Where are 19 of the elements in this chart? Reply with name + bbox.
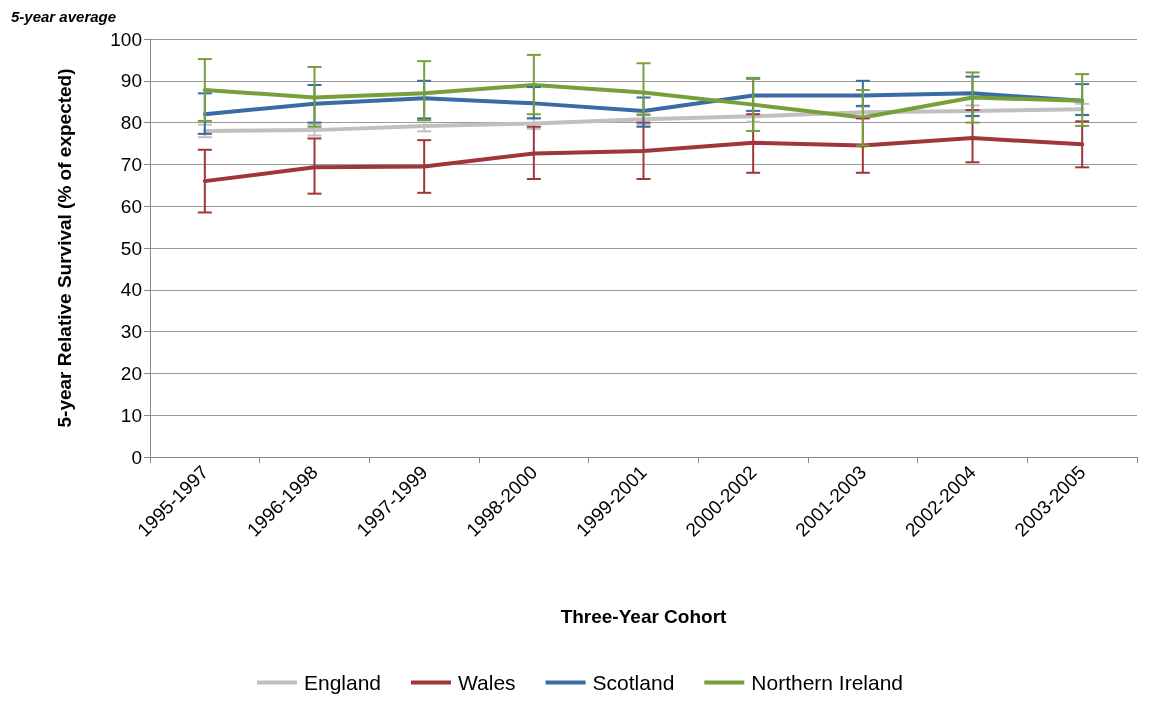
y-tick-label: 60: [120, 195, 142, 217]
legend-label: Northern Ireland: [751, 671, 904, 694]
y-tick-label: 50: [120, 237, 142, 259]
y-tick-label: 10: [120, 404, 142, 426]
y-axis-title: 5-year Relative Survival (% of expected): [54, 68, 75, 428]
y-tick-label: 90: [120, 70, 142, 92]
y-tick-label: 70: [120, 153, 142, 175]
legend-label: England: [303, 671, 382, 694]
x-axis-title: Three-Year Cohort: [560, 606, 728, 627]
y-tick-label: 40: [120, 279, 142, 301]
y-tick-label: 30: [120, 321, 142, 343]
y-tick-label: 0: [131, 446, 142, 468]
legend-label: Scotland: [592, 671, 675, 694]
y-tick-label: 20: [120, 362, 142, 384]
line-series: [202, 107, 1085, 133]
y-tick-label: 100: [110, 28, 142, 50]
y-tick-label: 80: [120, 112, 142, 134]
legend-label: Wales: [458, 671, 516, 694]
chart-title: 5-year average: [11, 8, 117, 25]
